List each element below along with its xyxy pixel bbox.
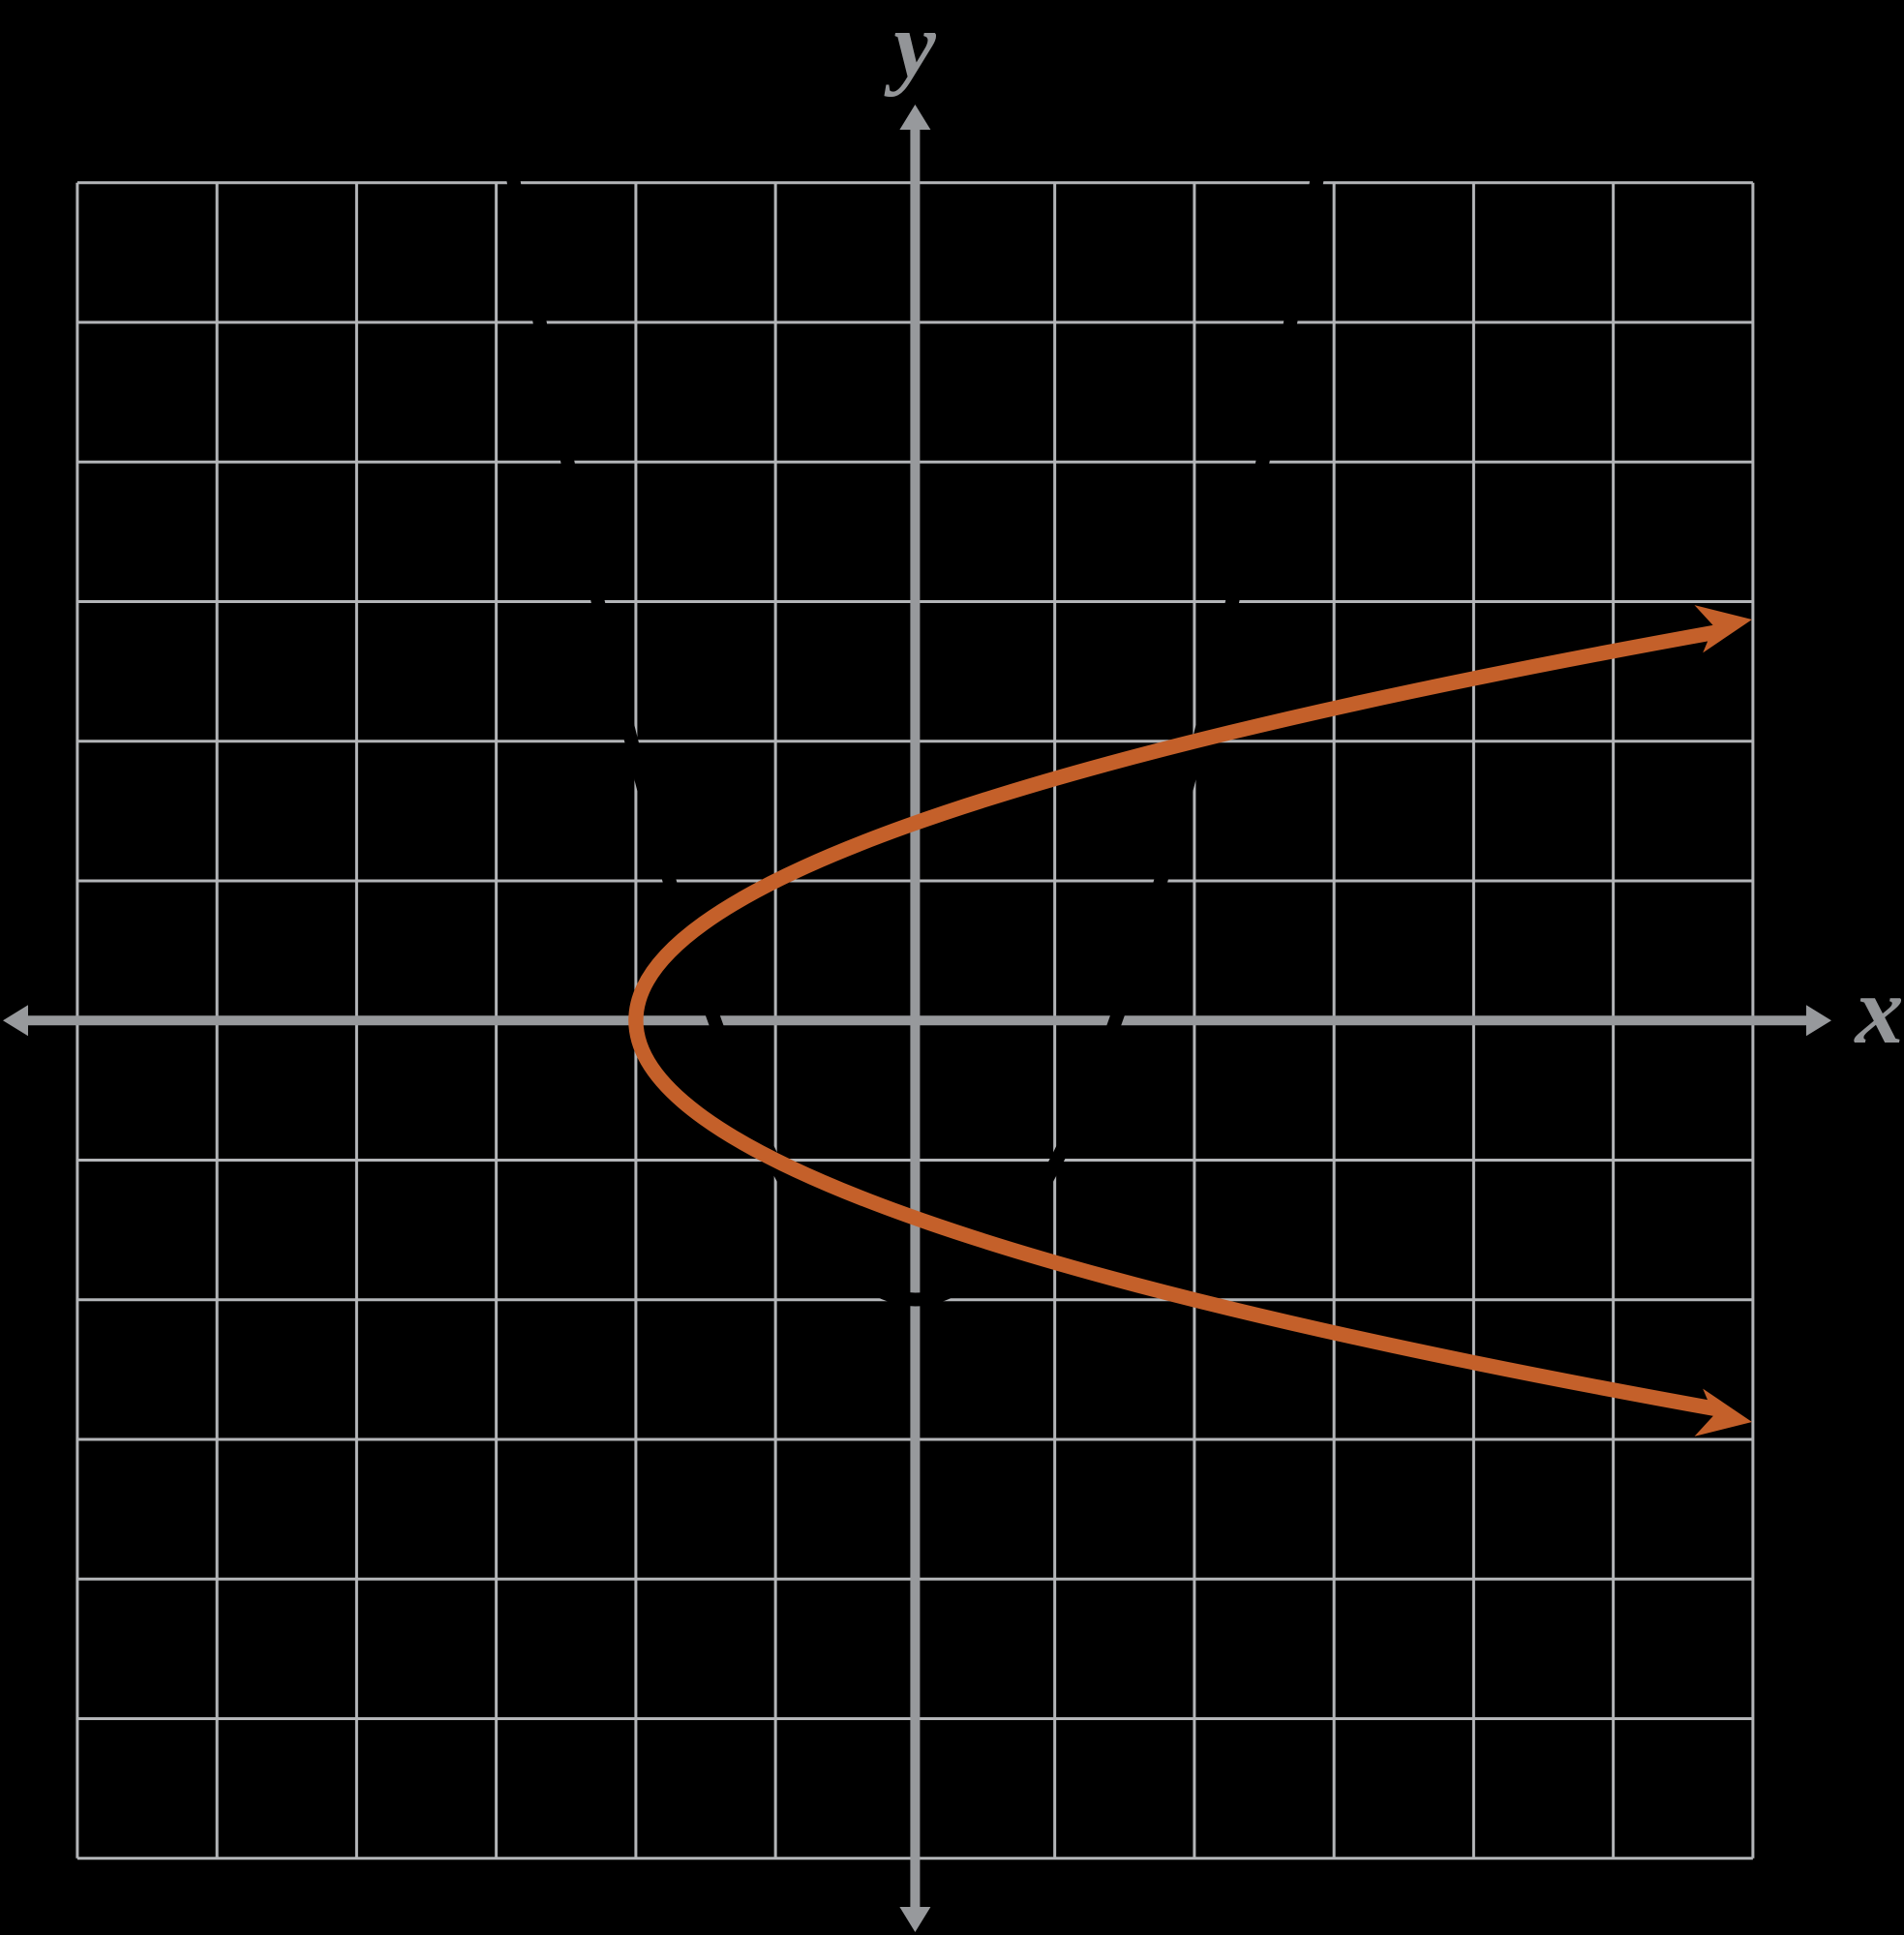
svg-text:x: x: [1854, 956, 1904, 1064]
